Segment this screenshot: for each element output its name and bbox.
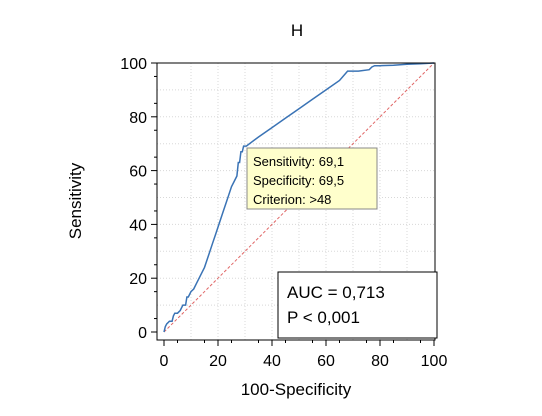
p-value: P < 0,001 — [287, 308, 360, 327]
x-tick-label: 60 — [317, 353, 335, 370]
x-tick-label: 0 — [160, 353, 169, 370]
y-axis: 0 20 40 60 80 100 — [120, 56, 157, 342]
tooltip-box — [246, 147, 378, 210]
tooltip-criterion: Criterion: >48 — [253, 192, 331, 207]
auc-value: AUC = 0,713 — [287, 283, 385, 302]
criterion-tooltip: Sensitivity: 69,1 Specificity: 69,5 Crit… — [246, 147, 378, 210]
y-axis-label: Sensitivity — [66, 162, 85, 239]
y-tick-label: 80 — [129, 110, 147, 127]
plot-frame — [156, 62, 436, 341]
y-tick-label: 100 — [120, 56, 147, 73]
roc-curve-line — [163, 62, 435, 333]
x-tick-label: 20 — [209, 353, 227, 370]
stats-box: AUC = 0,713 P < 0,001 — [277, 271, 438, 339]
x-tick-label: 40 — [263, 353, 281, 370]
x-axis: 0 20 40 60 80 100 — [160, 340, 448, 370]
y-tick-label: 0 — [138, 325, 147, 342]
x-tick-label: 100 — [421, 353, 448, 370]
y-tick-label: 60 — [129, 164, 147, 181]
x-tick-label: 80 — [371, 353, 389, 370]
y-tick-label: 20 — [129, 271, 147, 288]
stats-box-frame — [277, 271, 438, 339]
chart-title: H — [291, 21, 303, 40]
y-tick-label: 40 — [129, 217, 147, 234]
tooltip-specificity: Specificity: 69,5 — [253, 173, 344, 188]
x-axis-label: 100-Specificity — [241, 380, 352, 399]
tooltip-sensitivity: Sensitivity: 69,1 — [253, 154, 344, 169]
